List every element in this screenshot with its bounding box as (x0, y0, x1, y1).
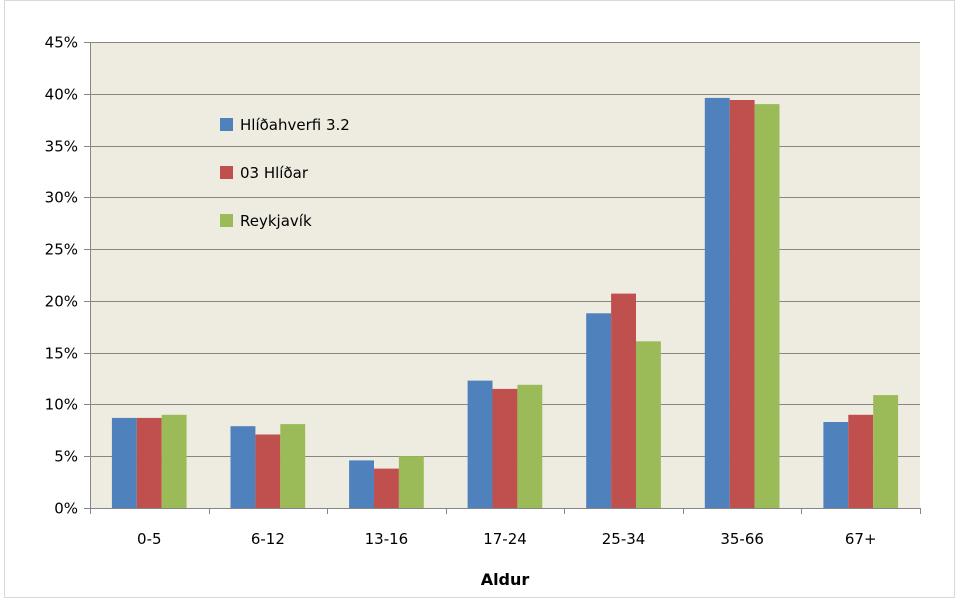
legend-label: Reykjavík (240, 212, 312, 230)
legend-swatch (220, 166, 233, 179)
axes (84, 42, 921, 514)
x-tick-label: 35-66 (720, 530, 764, 548)
bar-6-12-series-0 (230, 426, 256, 508)
bar-13-16-series-2 (398, 456, 424, 508)
y-tick-label: 5% (54, 448, 78, 466)
x-tick-label: 25-34 (602, 530, 646, 548)
legend: Hlíðahverfi 3.2 03 Hlíðar Reykjavík (220, 116, 350, 230)
bars (111, 97, 899, 509)
y-tick-label: 0% (54, 500, 78, 518)
x-tick-labels: 0-5 6-12 13-16 17-24 25-34 35-66 67+ (137, 530, 877, 548)
y-tick-label: 15% (45, 345, 78, 363)
y-tick-label: 40% (45, 86, 78, 104)
bar-13-16-series-1 (374, 468, 399, 508)
legend-label: Hlíðahverfi 3.2 (240, 116, 350, 134)
x-tick-label: 67+ (845, 530, 877, 548)
bar-35-66-series-0 (704, 97, 730, 509)
bar-67+-series-2 (873, 395, 899, 508)
x-axis-title: Aldur (481, 570, 530, 589)
x-tick-label: 0-5 (137, 530, 162, 548)
y-tick-label: 10% (45, 396, 78, 414)
x-tick-label: 17-24 (483, 530, 527, 548)
y-tick-label: 30% (45, 189, 78, 207)
legend-label: 03 Hlíðar (240, 164, 309, 182)
gridlines (90, 42, 920, 457)
bar-0-5-series-2 (161, 414, 187, 508)
x-tick-label: 6-12 (251, 530, 285, 548)
bar-17-24-series-1 (492, 388, 518, 508)
bar-0-5-series-1 (136, 417, 162, 508)
bar-0-5-series-0 (111, 417, 137, 508)
bar-25-34-series-2 (636, 341, 661, 508)
bar-17-24-series-2 (517, 384, 543, 508)
bar-67+-series-1 (848, 414, 874, 508)
bar-25-34-series-0 (586, 313, 612, 508)
bar-35-66-series-2 (754, 104, 780, 508)
y-tick-label: 25% (45, 241, 78, 259)
bar-67+-series-0 (823, 422, 849, 508)
bar-13-16-series-0 (349, 460, 374, 508)
legend-swatch (220, 214, 233, 227)
x-tick-label: 13-16 (365, 530, 409, 548)
bar-35-66-series-1 (729, 100, 755, 508)
y-tick-labels: 0% 5% 10% 15% 20% 25% 30% 35% 40% 45% (45, 34, 78, 518)
bar-25-34-series-1 (611, 293, 636, 508)
y-tick-label: 35% (45, 138, 78, 156)
bar-6-12-series-2 (280, 424, 306, 508)
legend-swatch (220, 118, 233, 131)
y-tick-label: 45% (45, 34, 78, 52)
bar-6-12-series-1 (255, 434, 281, 508)
bar-17-24-series-0 (467, 380, 493, 508)
y-tick-label: 20% (45, 293, 78, 311)
